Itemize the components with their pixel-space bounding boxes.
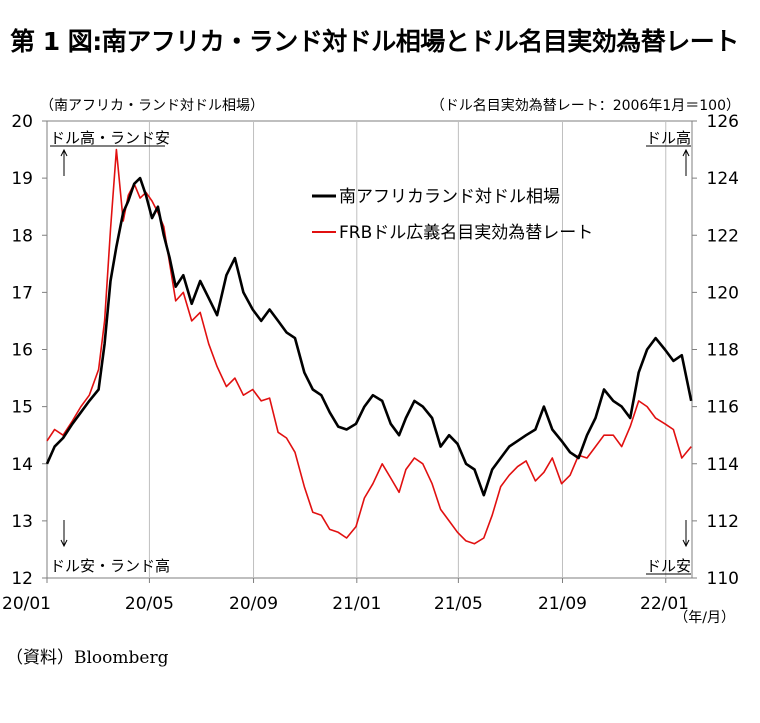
y-left-tick-label: 19 bbox=[11, 169, 33, 189]
x-tick-label: 21/01 bbox=[332, 594, 381, 614]
y-left-tick-label: 16 bbox=[11, 341, 33, 361]
annotation-bottom-right: ドル安 bbox=[646, 557, 691, 575]
page-title: 第 1 図:南アフリカ・ランド対ドル相場とドル名目実効為替レート bbox=[10, 27, 739, 56]
source-note: （資料）Bloomberg bbox=[6, 648, 169, 668]
y-right-tick-label: 122 bbox=[707, 226, 739, 246]
x-tick-label: 20/01 bbox=[2, 594, 51, 614]
annotation-top-right: ドル高 bbox=[646, 129, 691, 147]
series-line-frb bbox=[46, 148, 692, 545]
right-axis-title: （ドル名目実効為替レート：2006年1月＝100） bbox=[431, 98, 740, 114]
x-tick-label: 21/05 bbox=[434, 594, 483, 614]
x-tick-label: 20/05 bbox=[125, 594, 174, 614]
series-line-zar bbox=[45, 176, 693, 497]
y-right-tick-label: 118 bbox=[707, 341, 739, 361]
y-left-tick-label: 17 bbox=[11, 283, 33, 303]
y-right-tick-label: 114 bbox=[707, 455, 739, 475]
legend-label: FRBドル広義名目実効為替レート bbox=[339, 223, 593, 243]
y-right-tick-label: 126 bbox=[707, 112, 739, 132]
y-left-tick-label: 14 bbox=[11, 455, 33, 475]
legend-label: 南アフリカランド対ドル相場 bbox=[339, 187, 560, 207]
y-left-tick-label: 13 bbox=[11, 512, 33, 532]
left-axis-title: （南アフリカ・ランド対ドル相場） bbox=[40, 98, 264, 114]
y-right-tick-label: 124 bbox=[707, 169, 739, 189]
annotation-bottom-left: ドル安・ランド高 bbox=[50, 557, 170, 575]
arrow-up-left-head bbox=[60, 148, 68, 157]
arrow-down-left-head bbox=[60, 539, 68, 548]
x-unit-label: （年/月） bbox=[674, 610, 735, 626]
y-right-tick-label: 120 bbox=[707, 283, 739, 303]
annotation-top-left: ドル高・ランド安 bbox=[50, 129, 170, 147]
y-right-tick-label: 112 bbox=[707, 512, 739, 532]
y-right-tick-label: 110 bbox=[707, 569, 739, 589]
x-tick-label: 22/01 bbox=[640, 594, 689, 614]
x-tick-label: 20/09 bbox=[229, 594, 278, 614]
y-right-tick-label: 116 bbox=[707, 398, 739, 418]
arrow-down-right-head bbox=[682, 539, 690, 548]
y-left-tick-label: 20 bbox=[11, 112, 33, 132]
y-left-tick-label: 15 bbox=[11, 398, 33, 418]
arrow-up-right-head bbox=[682, 148, 690, 157]
y-left-tick-label: 12 bbox=[11, 569, 33, 589]
x-tick-label: 21/09 bbox=[538, 594, 587, 614]
y-left-tick-label: 18 bbox=[11, 226, 33, 246]
